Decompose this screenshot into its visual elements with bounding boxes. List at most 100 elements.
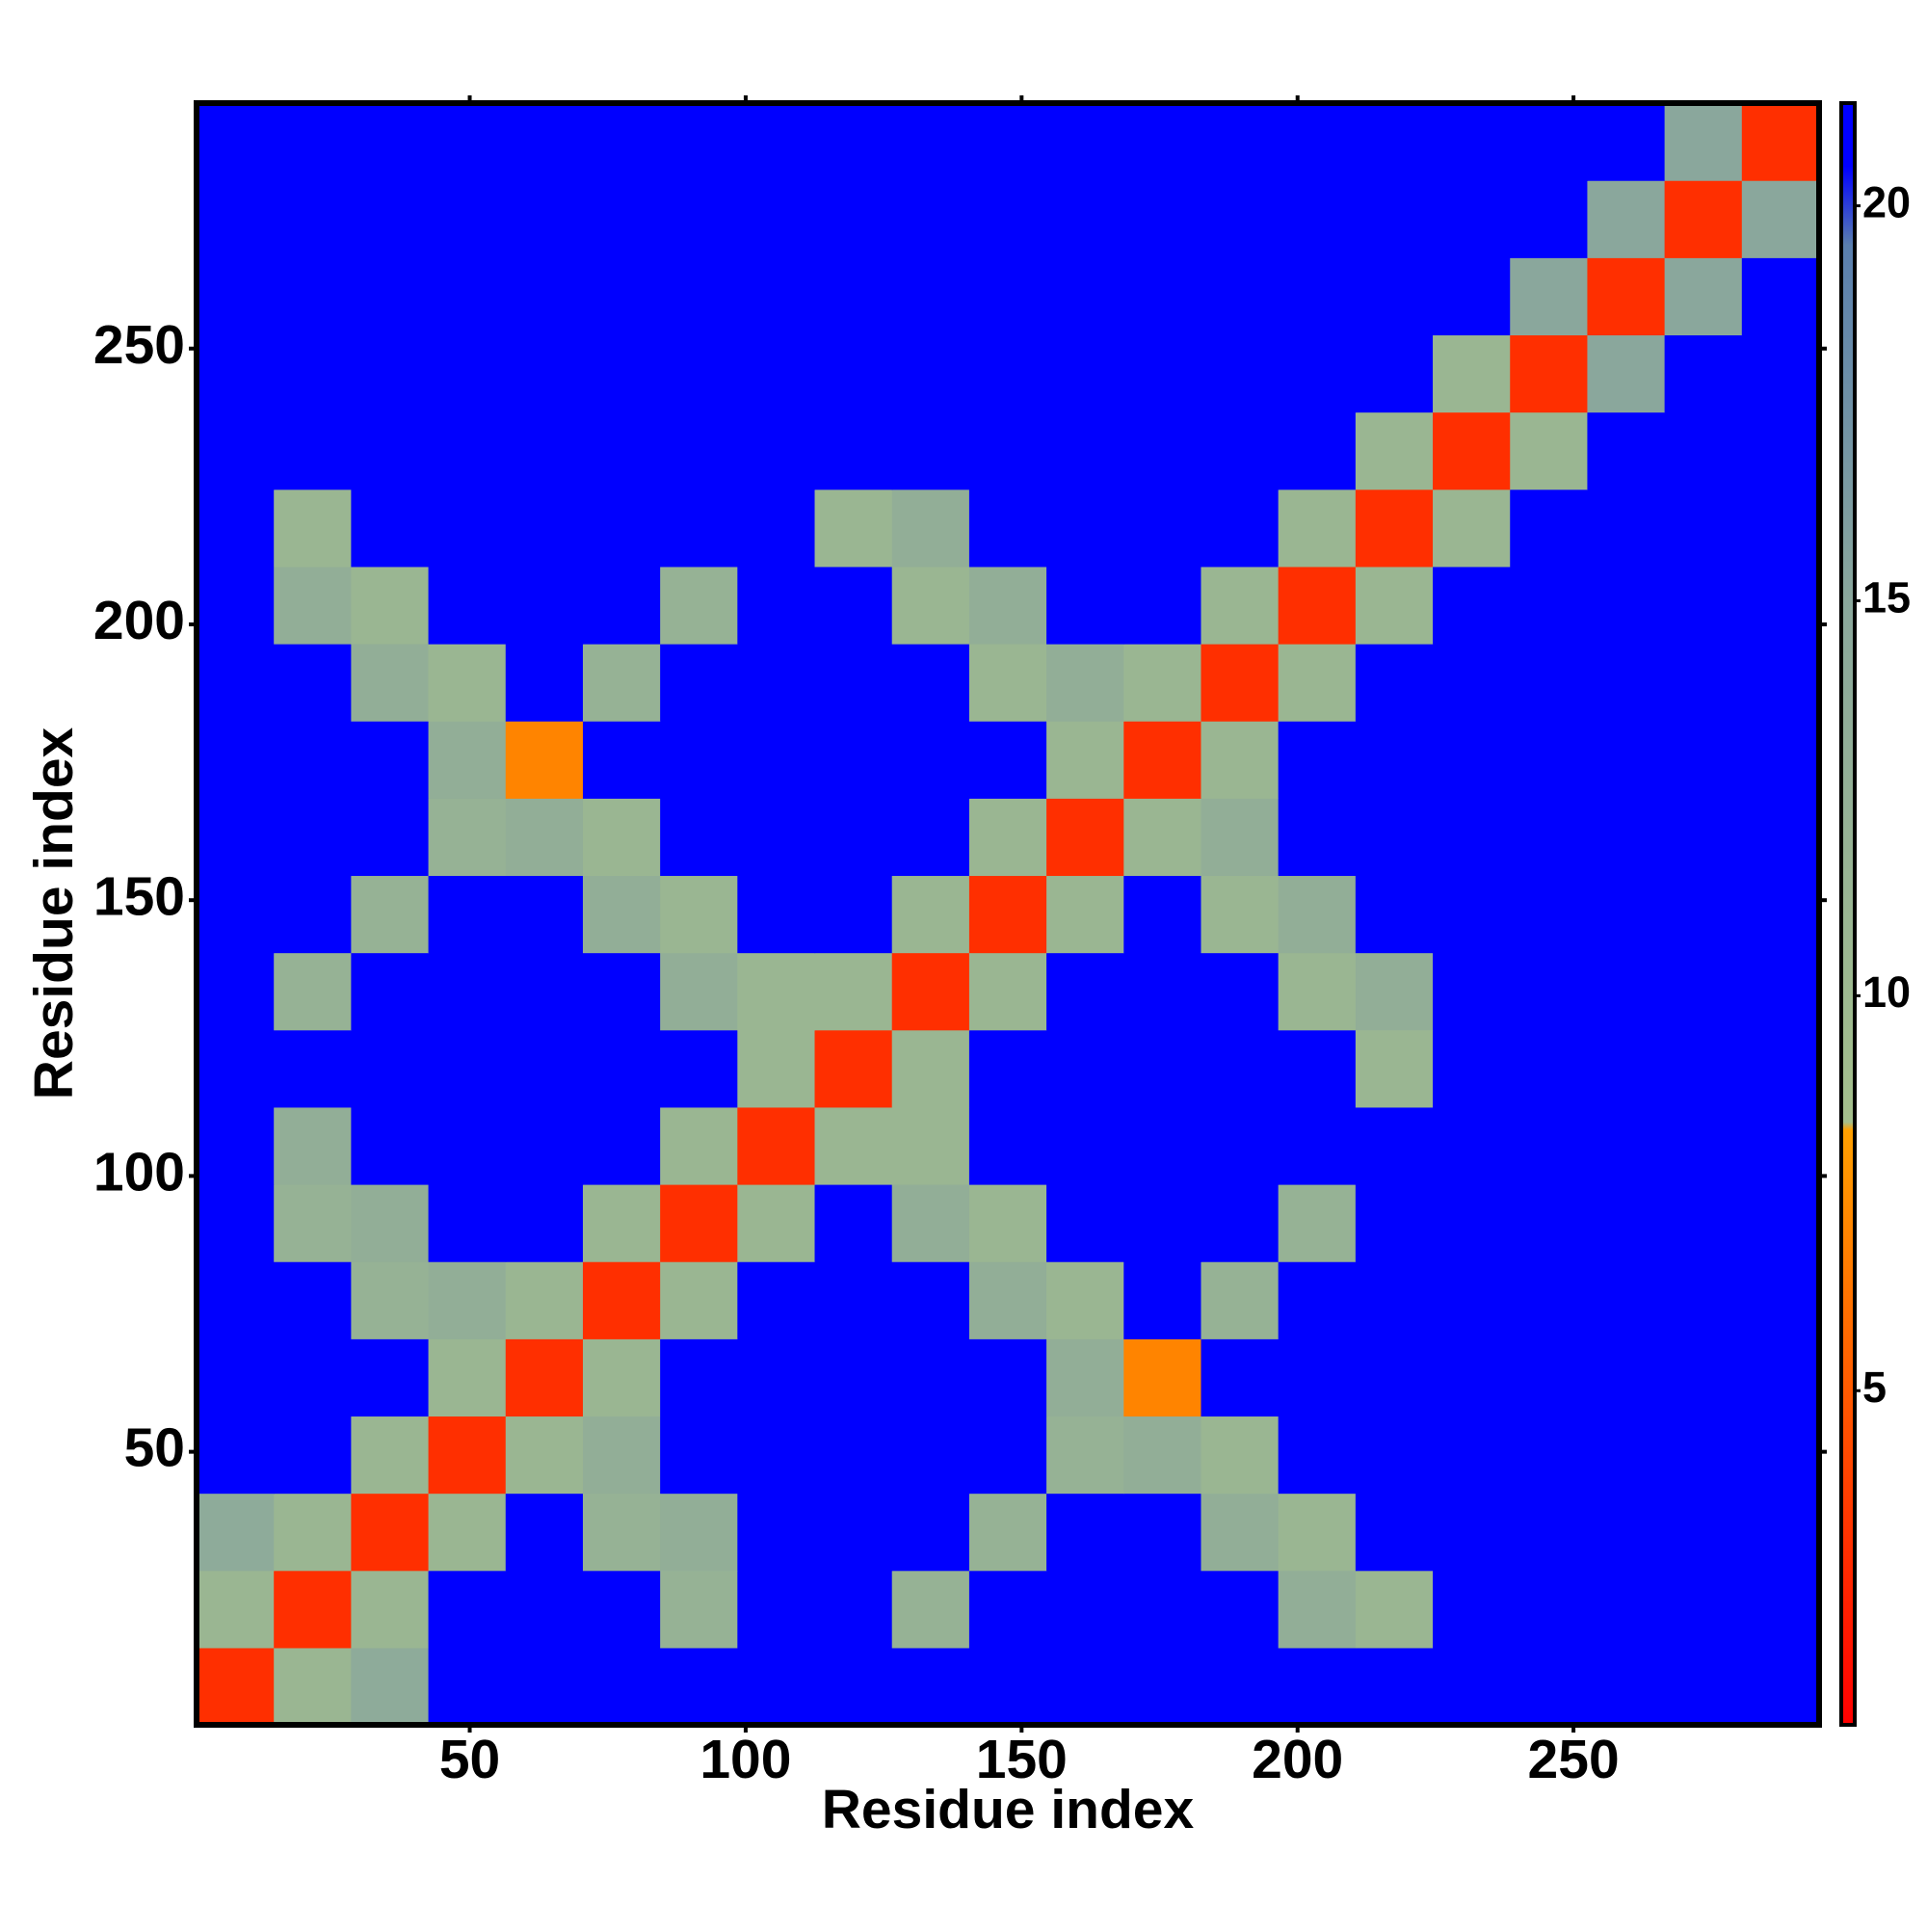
heatmap-cell (891, 1647, 970, 1726)
heatmap-cell (1123, 1106, 1202, 1185)
heatmap-cell (428, 1029, 507, 1108)
heatmap-cell (1741, 1493, 1820, 1572)
heatmap-cell (582, 257, 661, 336)
heatmap-cell (428, 566, 507, 645)
heatmap-cell (737, 566, 816, 645)
heatmap-cell (660, 1493, 738, 1572)
heatmap-cell (968, 1338, 1047, 1417)
heatmap-cell (197, 334, 275, 413)
heatmap-cell (1123, 103, 1202, 181)
heatmap-cell (1201, 180, 1280, 258)
heatmap-cell (1741, 721, 1820, 799)
heatmap-cell (1278, 875, 1357, 954)
heatmap-cell (582, 1416, 661, 1495)
heatmap-cell (1278, 1493, 1357, 1572)
heatmap-cell (428, 257, 507, 336)
heatmap-cell (1510, 180, 1589, 258)
heatmap-cell (660, 1261, 738, 1339)
heatmap-cell (197, 1493, 275, 1572)
heatmap-cell (428, 875, 507, 954)
heatmap-cell (1510, 1647, 1589, 1726)
heatmap-cell (1278, 1647, 1357, 1726)
heatmap-cell (1510, 798, 1589, 877)
heatmap-cell (968, 952, 1047, 1031)
heatmap-cell (1201, 1493, 1280, 1572)
heatmap-cell (1278, 411, 1357, 490)
heatmap-cell (814, 1493, 893, 1572)
heatmap-cell (1201, 952, 1280, 1031)
heatmap-cell (1433, 1106, 1511, 1185)
heatmap-cell (1355, 411, 1434, 490)
heatmap-cell (1355, 1261, 1434, 1339)
heatmap-cell (582, 1029, 661, 1108)
heatmap-cell (968, 566, 1047, 645)
heatmap-cell (1278, 1416, 1357, 1495)
heatmap-cell (351, 875, 430, 954)
heatmap-cell (274, 952, 352, 1031)
heatmap-cell (1201, 1106, 1280, 1185)
heatmap-cell (1046, 257, 1124, 336)
heatmap-cell (197, 489, 275, 568)
heatmap-cell (1587, 566, 1666, 645)
heatmap-cell (1201, 334, 1280, 413)
heatmap-cell (428, 1416, 507, 1495)
heatmap-cell (505, 1106, 584, 1185)
heatmap-cell (1278, 1106, 1357, 1185)
heatmap-cell (1046, 721, 1124, 799)
heatmap-cell (968, 257, 1047, 336)
heatmap-cell (1510, 1184, 1589, 1262)
heatmap-cell (505, 1493, 584, 1572)
heatmap-cell (1664, 1416, 1743, 1495)
heatmap-cell (428, 798, 507, 877)
heatmap-cell (428, 1106, 507, 1185)
heatmap-cell (660, 1029, 738, 1108)
heatmap-cell (737, 257, 816, 336)
heatmap-cell (814, 411, 893, 490)
heatmap-cell (1664, 1493, 1743, 1572)
heatmap (197, 103, 1820, 1726)
heatmap-cell (660, 257, 738, 336)
heatmap-cell (660, 798, 738, 877)
heatmap-cell (1741, 566, 1820, 645)
heatmap-cell (1664, 257, 1743, 336)
heatmap-cell (891, 180, 970, 258)
heatmap-cell (968, 180, 1047, 258)
heatmap-cell (505, 180, 584, 258)
heatmap-cell (1123, 257, 1202, 336)
heatmap-cell (505, 1184, 584, 1262)
heatmap-cell (351, 1570, 430, 1649)
heatmap-cell (1741, 103, 1820, 181)
heatmap-cell (1046, 1106, 1124, 1185)
heatmap-cell (1355, 952, 1434, 1031)
heatmap-cell (351, 798, 430, 877)
heatmap-cell (1123, 411, 1202, 490)
heatmap-cell (428, 1261, 507, 1339)
heatmap-cell (505, 644, 584, 722)
heatmap-cell (274, 180, 352, 258)
heatmap-cell (1355, 875, 1434, 954)
heatmap-cell (1123, 1493, 1202, 1572)
heatmap-cell (1510, 1261, 1589, 1339)
heatmap-cell (582, 411, 661, 490)
heatmap-cell (1741, 1106, 1820, 1185)
heatmap-cell (1587, 1261, 1666, 1339)
heatmap-cell (1741, 1338, 1820, 1417)
heatmap-cell (891, 411, 970, 490)
heatmap-cell (1046, 1261, 1124, 1339)
heatmap-cell (274, 1261, 352, 1339)
heatmap-cell (505, 103, 584, 181)
heatmap-cell (351, 1261, 430, 1339)
heatmap-cell (1201, 1416, 1280, 1495)
heatmap-cell (582, 1570, 661, 1649)
heatmap-cell (1510, 489, 1589, 568)
heatmap-cell (274, 489, 352, 568)
heatmap-cell (1278, 1184, 1357, 1262)
heatmap-cell (197, 798, 275, 877)
heatmap-cell (1587, 721, 1666, 799)
heatmap-cell (1741, 334, 1820, 413)
heatmap-cell (1278, 952, 1357, 1031)
heatmap-cell (1587, 257, 1666, 336)
heatmap-cell (1433, 644, 1511, 722)
heatmap-cell (968, 1106, 1047, 1185)
